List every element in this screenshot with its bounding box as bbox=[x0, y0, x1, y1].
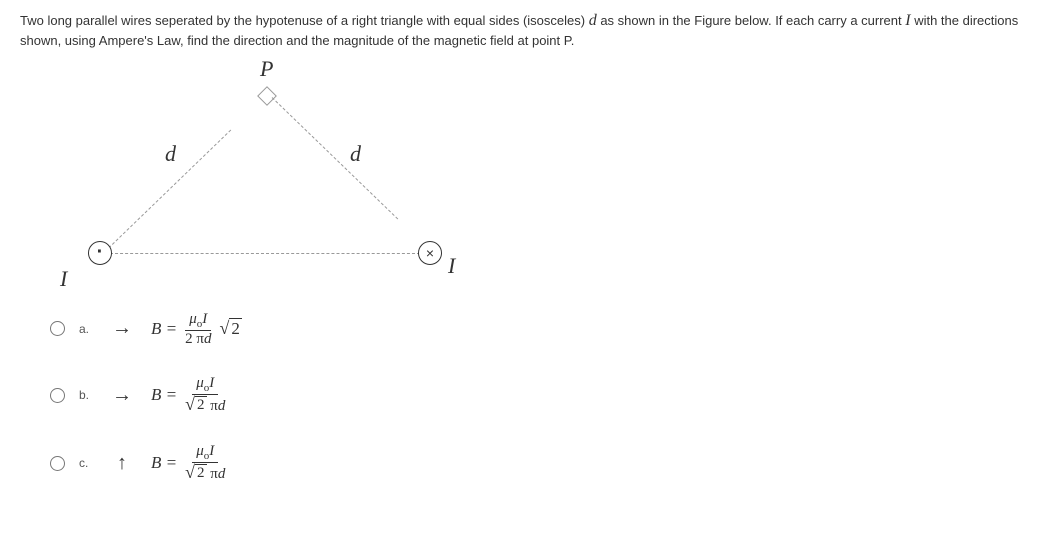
option-label: c. bbox=[79, 456, 93, 470]
label-I-left: I bbox=[60, 266, 67, 292]
point-P-marker bbox=[257, 86, 277, 106]
label-P: P bbox=[260, 56, 273, 82]
radio-a[interactable] bbox=[50, 321, 65, 336]
arrow-up-icon: ↑ bbox=[107, 452, 137, 475]
arrow-right-icon: → bbox=[107, 384, 137, 407]
label-I-right: I bbox=[448, 253, 455, 279]
option-b[interactable]: b. → B = μoI 2 πd bbox=[50, 375, 1042, 415]
radio-b[interactable] bbox=[50, 388, 65, 403]
formula-c: B = μoI 2 πd bbox=[151, 443, 229, 483]
label-d-left: d bbox=[165, 141, 176, 167]
option-label: b. bbox=[79, 388, 93, 402]
formula-b: B = μoI 2 πd bbox=[151, 375, 229, 415]
options-list: a. → B = μoI 2 πd 2 b. → B = μoI 2 πd c.… bbox=[50, 311, 1042, 483]
formula-a: B = μoI 2 πd 2 bbox=[151, 311, 242, 348]
line-base bbox=[110, 253, 420, 254]
option-c[interactable]: c. ↑ B = μoI 2 πd bbox=[50, 443, 1042, 483]
arrow-right-icon: → bbox=[107, 317, 137, 340]
wire-left-out-icon: · bbox=[88, 241, 112, 265]
line-right bbox=[272, 97, 399, 219]
radio-c[interactable] bbox=[50, 456, 65, 471]
option-a[interactable]: a. → B = μoI 2 πd 2 bbox=[50, 311, 1042, 348]
question-text: Two long parallel wires seperated by the… bbox=[20, 10, 1042, 51]
wire-right-in-icon: × bbox=[418, 241, 442, 265]
label-d-right: d bbox=[350, 141, 361, 167]
option-label: a. bbox=[79, 322, 93, 336]
figure: P d d · × I I bbox=[50, 61, 470, 291]
